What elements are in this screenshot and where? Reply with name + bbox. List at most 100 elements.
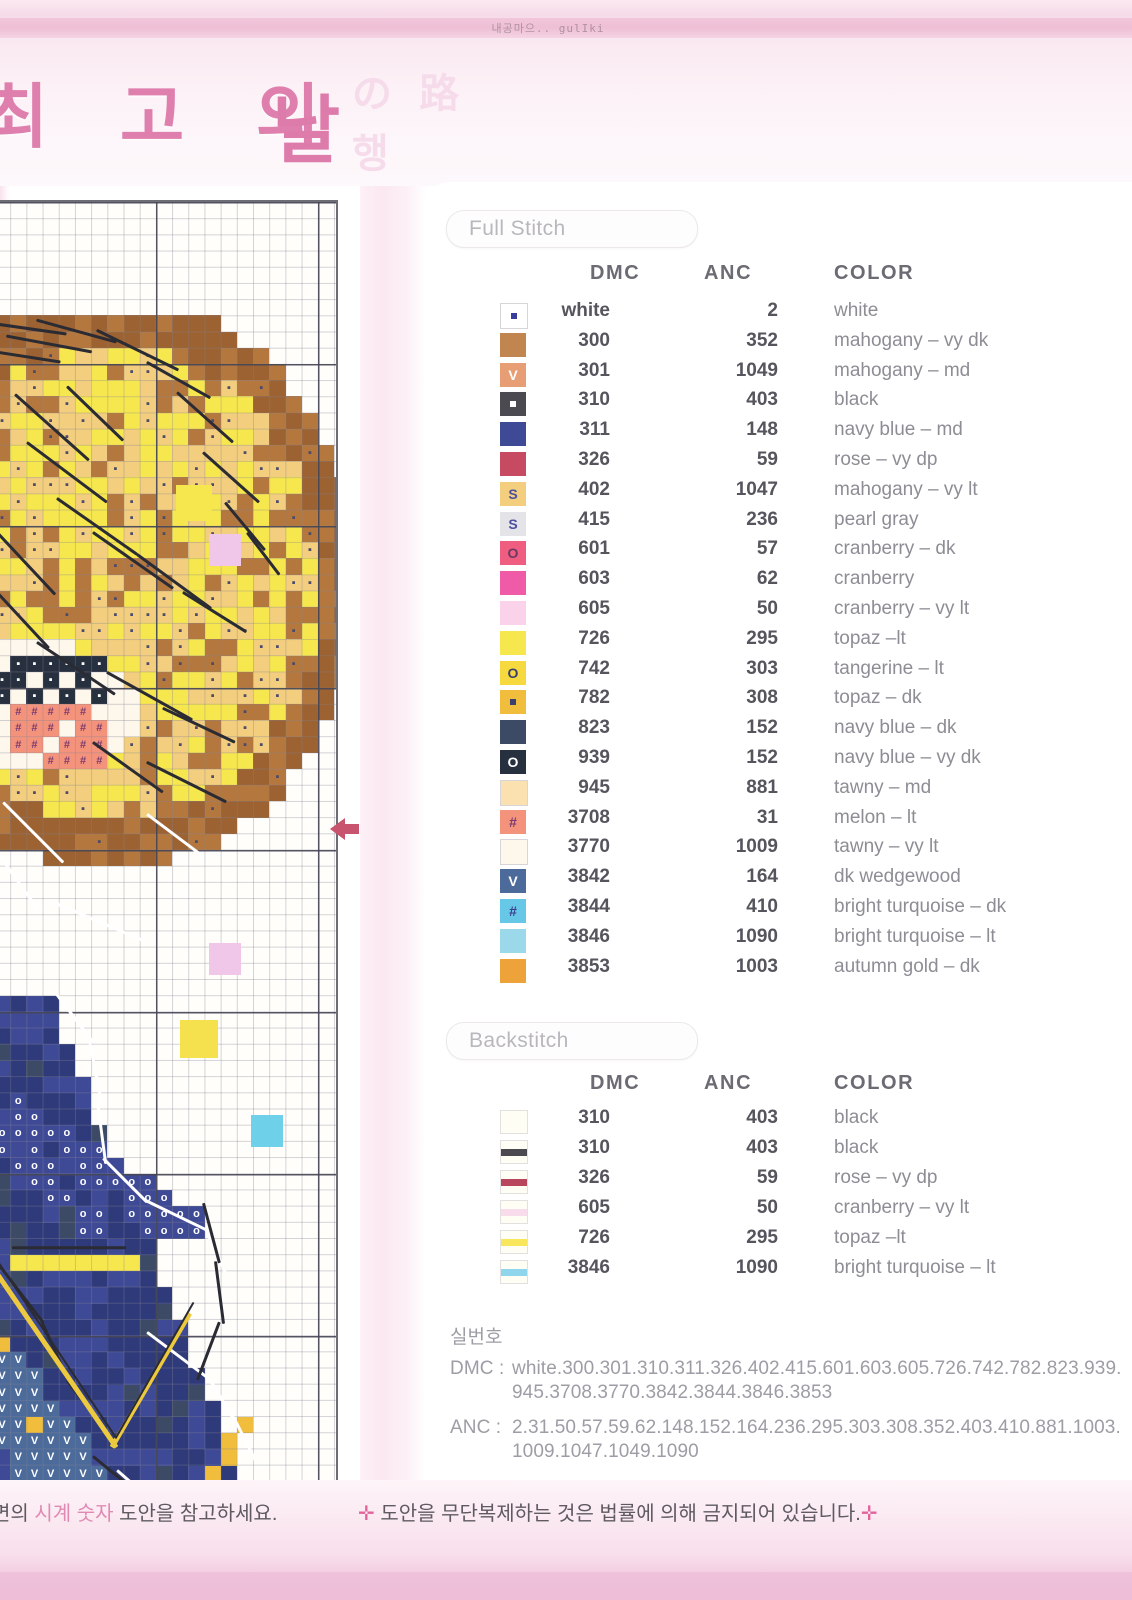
full-stitch-dmc-value: 3846 (567, 925, 610, 947)
full-stitch-col-anc: ANC (704, 262, 753, 284)
backstitch-section-header: Backstitch (446, 1022, 698, 1060)
backstitch-swatch (500, 1140, 528, 1164)
full-stitch-row: #3844 410 bright turquoise – dk (424, 896, 1132, 926)
full-stitch-dmc-value: 415 (578, 508, 610, 530)
full-stitch-color-name: tawny – md (834, 776, 932, 798)
thread-note-anc-label: ANC : (450, 1417, 502, 1438)
footer-copyright-note: ✛ 도안을 무단복제하는 것은 법률에 의해 금지되어 있습니다.✛ (358, 1497, 878, 1526)
full-stitch-anc-value: 62 (756, 568, 778, 590)
full-stitch-anc-value: 308 (746, 687, 778, 709)
full-stitch-color-name: mahogany – vy dk (834, 329, 989, 351)
thread-note-dmc-label: DMC : (450, 1358, 505, 1379)
full-stitch-anc-value: 152 (746, 747, 778, 768)
plus-icon-left: ✛ (358, 1503, 375, 1525)
full-stitch-dmc-value: 605 (578, 598, 610, 619)
full-stitch-dmc-value: 301 (578, 359, 610, 381)
color-swatch: O (500, 750, 526, 774)
full-stitch-anc-value: 1047 (735, 478, 778, 500)
backstitch-color-bar (501, 1179, 527, 1186)
full-stitch-color-name: topaz –lt (834, 627, 906, 649)
color-swatch: O (500, 541, 526, 566)
backstitch-color-bar (501, 1149, 527, 1156)
full-stitch-anc-value: 403 (746, 389, 778, 411)
color-swatch (500, 928, 526, 953)
backstitch-row: 726 295 topaz –lt (424, 1227, 1132, 1257)
full-stitch-color-name: black (834, 389, 879, 411)
full-stitch-section-header: Full Stitch (446, 210, 698, 248)
full-stitch-dmc-value: 300 (578, 329, 610, 351)
backstitch-anc-value: 403 (746, 1137, 778, 1158)
full-stitch-dmc-value: 3844 (567, 896, 610, 917)
swatch-symbol: O (507, 545, 519, 562)
backstitch-col-dmc: DMC (590, 1072, 641, 1094)
thread-note-title: 실번호 (450, 1327, 503, 1348)
full-stitch-anc-value: 410 (746, 896, 778, 917)
color-swatch: # (500, 899, 526, 923)
color-swatch (500, 392, 526, 417)
backstitch-dmc-value: 326 (578, 1167, 610, 1188)
color-swatch (500, 630, 526, 655)
swatch-dot-icon (510, 401, 516, 408)
full-stitch-color-name: navy blue – md (834, 419, 963, 441)
backstitch-col-color: COLOR (834, 1072, 915, 1094)
backstitch-color-name: topaz –lt (834, 1227, 906, 1248)
full-stitch-row: 726 295 topaz –lt (424, 628, 1132, 658)
backstitch-color-bar (501, 1209, 527, 1216)
chart-backstitch-line (12, 1246, 126, 1250)
swatch-symbol: # (509, 813, 517, 830)
full-stitch-row: 3853 1003 autumn gold – dk (424, 956, 1132, 986)
full-stitch-color-name: cranberry – vy lt (834, 598, 970, 619)
thread-note-anc-line2: 1009.1047.1049.1090 (512, 1441, 699, 1462)
color-swatch: V (500, 869, 526, 894)
watermark-text: 내공마으.. gulIki (491, 22, 605, 35)
swatch-symbol: V (508, 873, 518, 890)
chart-key-square (180, 1020, 218, 1058)
full-stitch-row: V 301 1049 mahogany – md (424, 360, 1132, 390)
color-swatch: S (500, 481, 526, 506)
color-swatch (500, 422, 526, 447)
backstitch-color-name: bright turquoise – lt (834, 1257, 996, 1278)
full-stitch-anc-value: 164 (746, 866, 778, 888)
swatch-symbol: S (508, 485, 518, 502)
backstitch-anc-value: 1090 (735, 1257, 778, 1278)
backstitch-dmc-value: 3846 (567, 1257, 610, 1278)
footer-bottom-bar (0, 1572, 1132, 1600)
full-stitch-dmc-value: 939 (578, 747, 610, 768)
footer-left-note: 면의 시계 숫자 도안을 참고하세요. (0, 1497, 277, 1526)
full-stitch-dmc-value: 726 (578, 627, 610, 649)
full-stitch-color-name: cranberry (834, 568, 915, 590)
backstitch-row: 310 403 black (424, 1137, 1132, 1167)
footer-left-highlight: 시계 숫자 (34, 1503, 120, 1525)
full-stitch-row: 605 50 cranberry – vy lt (424, 598, 1132, 628)
cross-stitch-chart: ▪▪▪▪▪▪▪▪▪▪▪▪▪▪▪▪▪▪▪▪▪▪▪▪▪▪▪▪▪▪▪▪▪▪▪▪▪▪▪▪… (0, 200, 338, 1494)
plus-icon-right: ✛ (860, 1503, 878, 1525)
full-stitch-color-name: tawny – vy lt (834, 836, 939, 858)
backstitch-dmc-value: 605 (578, 1197, 610, 1218)
full-stitch-color-name: mahogany – vy lt (834, 478, 978, 500)
color-swatch (500, 332, 526, 357)
full-stitch-color-name: bright turquoise – lt (834, 925, 996, 947)
backstitch-dmc-value: 726 (578, 1227, 610, 1248)
full-stitch-anc-value: 295 (746, 627, 778, 649)
full-stitch-color-name: cranberry – dk (834, 538, 956, 560)
full-stitch-color-name: navy blue – vy dk (834, 747, 981, 768)
backstitch-dmc-value: 310 (578, 1107, 610, 1128)
full-stitch-color-name: dk wedgewood (834, 866, 961, 888)
full-stitch-dmc-value: 3842 (567, 866, 610, 888)
full-stitch-row: 945 881 tawny – md (424, 777, 1132, 807)
backstitch-row: 3846 1090 bright turquoise – lt (424, 1257, 1132, 1287)
chart-key-square (251, 1115, 283, 1147)
full-stitch-col-color: COLOR (834, 262, 915, 284)
chart-key-square (209, 943, 241, 975)
full-stitch-row: S 415 236 pearl gray (424, 509, 1132, 539)
backstitch-color-name: black (834, 1137, 879, 1158)
full-stitch-anc-value: 1049 (735, 359, 778, 381)
full-stitch-dmc-value: 3853 (567, 955, 610, 977)
full-stitch-row: 603 62 cranberry (424, 568, 1132, 598)
full-stitch-dmc-value: 603 (578, 568, 610, 590)
chart-key-square (176, 485, 212, 521)
full-stitch-dmc-value: 3708 (567, 806, 610, 828)
full-stitch-col-dmc: DMC (590, 262, 641, 284)
full-stitch-row: 300 352 mahogany – vy dk (424, 330, 1132, 360)
